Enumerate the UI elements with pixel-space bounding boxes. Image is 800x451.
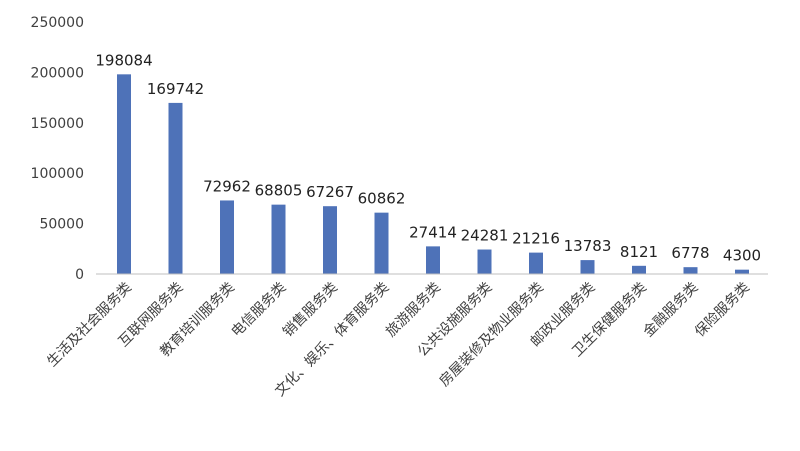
data-label: 21216 (512, 230, 560, 248)
y-tick-label: 50000 (39, 217, 84, 233)
bar (529, 252, 543, 274)
bar (117, 74, 131, 274)
data-label: 8121 (620, 243, 658, 261)
data-label: 13783 (564, 237, 612, 255)
y-tick-label: 200000 (31, 65, 84, 81)
data-label: 198084 (95, 51, 152, 69)
x-tick-label: 电信服务类 (229, 280, 290, 341)
x-axis-labels: 生活及社会服务类互联网服务类教育培训服务类电信服务类销售服务类文化、娱乐、体育服… (44, 280, 753, 400)
data-label: 27414 (409, 223, 457, 241)
data-label: 68805 (255, 182, 303, 200)
data-label: 4300 (723, 247, 761, 265)
bar (580, 260, 595, 274)
data-label: 72962 (203, 177, 251, 195)
x-tick-label: 金融服务类 (641, 280, 702, 341)
bar (735, 269, 749, 274)
y-axis: 0 50000 100000 150000 200000 250000 (31, 15, 84, 283)
x-tick-label: 生活及社会服务类 (44, 280, 135, 371)
bar (168, 102, 183, 275)
y-tick-label: 100000 (31, 166, 84, 182)
data-label: 169742 (147, 80, 204, 98)
data-label: 60862 (358, 190, 406, 208)
data-label: 24281 (461, 227, 509, 245)
data-label: 67267 (306, 183, 354, 201)
y-tick-label: 0 (75, 267, 84, 283)
bar (271, 204, 286, 274)
x-tick-label: 房屋装修及物业服务类 (437, 280, 547, 390)
bars (117, 74, 749, 275)
x-tick-label: 保险服务类 (692, 280, 753, 341)
data-label: 6778 (671, 244, 709, 262)
bar (220, 200, 234, 274)
y-tick-label: 250000 (31, 15, 84, 31)
bar (477, 249, 492, 274)
bar (374, 212, 389, 274)
bar (683, 267, 698, 274)
bar (632, 265, 646, 274)
bar (323, 206, 337, 274)
y-tick-label: 150000 (31, 116, 84, 132)
bar (426, 246, 440, 274)
